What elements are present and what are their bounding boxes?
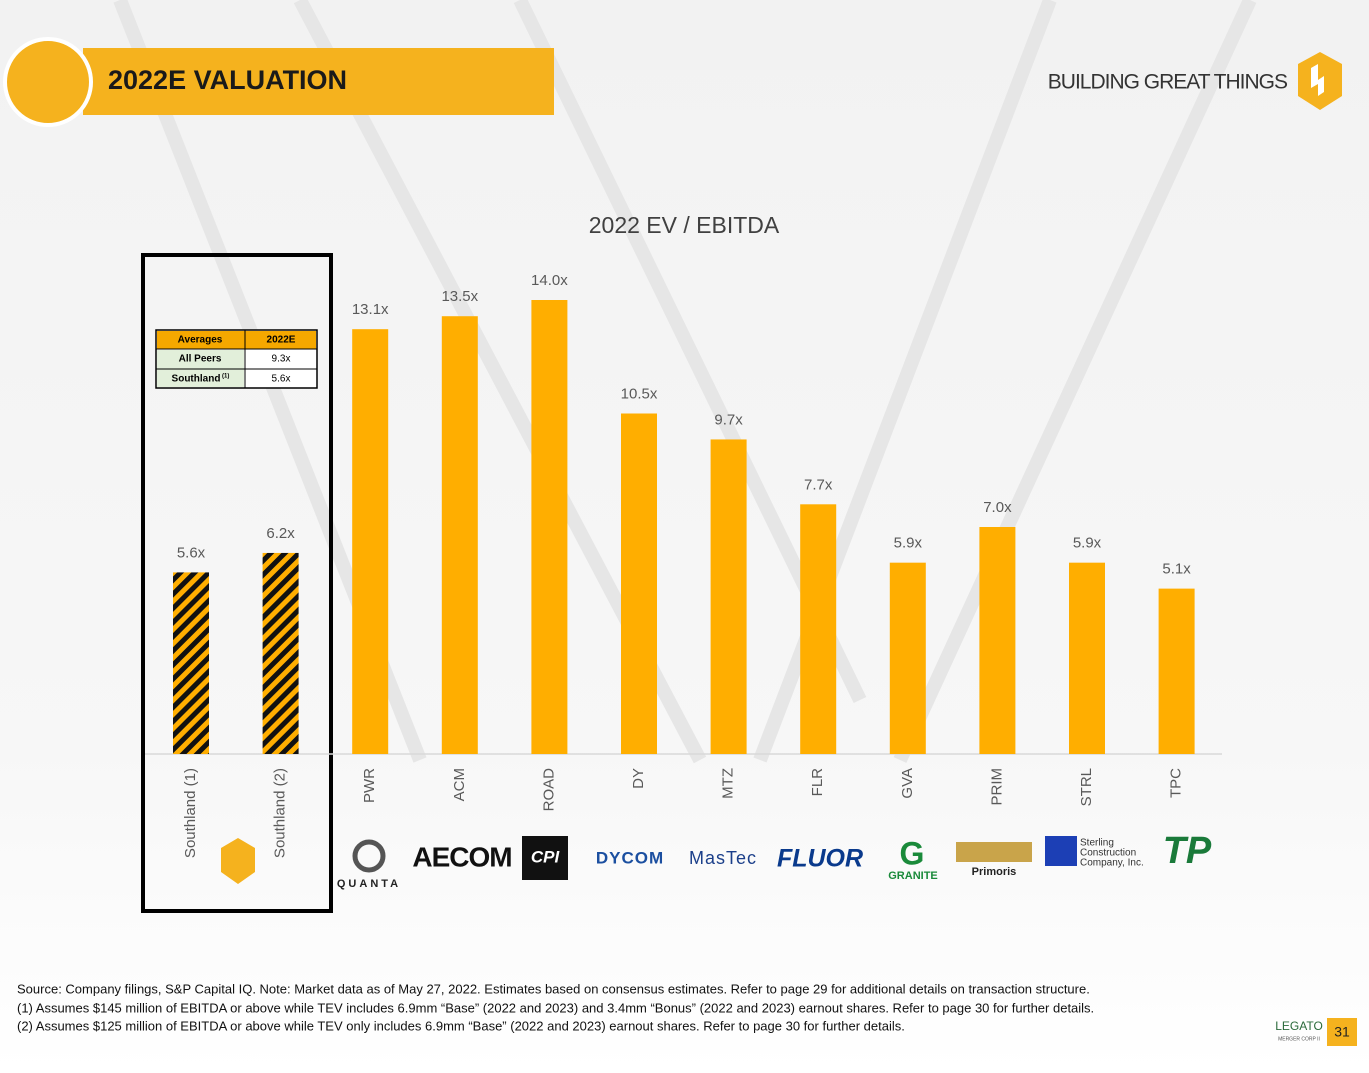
footnote: (1) Assumes $145 million of EBITDA or ab… xyxy=(17,1000,1094,1015)
bar xyxy=(352,329,388,754)
bar xyxy=(531,300,567,754)
value-label: 5.9x xyxy=(1073,535,1102,552)
value-label: 9.7x xyxy=(714,411,743,428)
logo-text: QUANTA xyxy=(337,878,401,890)
logo-text: FLUOR xyxy=(777,845,863,873)
bar xyxy=(1069,563,1105,754)
value-label: 5.6x xyxy=(177,544,206,561)
footnote: Source: Company filings, S&P Capital IQ.… xyxy=(17,981,1090,996)
bar xyxy=(621,414,657,755)
table-row-label: Southland xyxy=(172,374,221,385)
category-label: FLR xyxy=(809,768,826,797)
averages-table: Averages 2022E All Peers 9.3x Southland … xyxy=(156,330,317,388)
logo-text: Company, Inc. xyxy=(1080,858,1144,869)
category-label: PWR xyxy=(361,768,378,803)
table-cell: 9.3x xyxy=(272,354,291,365)
category-label: TPC xyxy=(1168,768,1185,798)
bar xyxy=(263,553,299,754)
logo-text: Primoris xyxy=(972,866,1017,878)
table-header: 2022E xyxy=(267,335,296,346)
page-number: 31 xyxy=(1334,1024,1350,1040)
footer-brand-sub: MERGER CORP II xyxy=(1278,1036,1320,1042)
bar xyxy=(711,439,747,754)
table-superscript: (1) xyxy=(222,374,229,380)
footnote: (2) Assumes $125 million of EBITDA or ab… xyxy=(17,1018,905,1033)
logo-text: TP xyxy=(1163,830,1212,872)
category-label: ROAD xyxy=(540,768,557,812)
value-label: 5.9x xyxy=(894,535,923,552)
slide-title: 2022E VALUATION xyxy=(108,65,347,95)
bar xyxy=(890,563,926,754)
bar xyxy=(1159,589,1195,754)
logo-text: GRANITE xyxy=(888,870,938,882)
logo-text: DYCOM xyxy=(596,848,664,867)
bar xyxy=(979,527,1015,754)
slide: 2022E VALUATION BUILDING GREAT THINGS 20… xyxy=(0,0,1369,1073)
logo-text: AECOM xyxy=(412,841,511,872)
logo-mark: G xyxy=(900,835,925,871)
bar xyxy=(442,316,478,754)
value-label: 6.2x xyxy=(266,525,295,542)
bar xyxy=(173,572,209,754)
value-label: 13.5x xyxy=(441,288,478,305)
category-label: ACM xyxy=(451,768,468,801)
bar xyxy=(800,504,836,754)
category-label: Southland (2) xyxy=(272,768,289,858)
table-header: Averages xyxy=(178,335,223,346)
primoris-mark xyxy=(956,842,1032,862)
value-label: 13.1x xyxy=(352,301,389,318)
header-circle xyxy=(5,39,91,125)
tagline: BUILDING GREAT THINGS xyxy=(1048,71,1288,94)
sterling-mark xyxy=(1045,836,1077,866)
chart-title: 2022 EV / EBITDA xyxy=(589,212,780,238)
category-label: GVA xyxy=(899,768,916,799)
logo-text: MasTec xyxy=(689,848,757,868)
table-cell: 5.6x xyxy=(272,374,291,385)
value-label: 14.0x xyxy=(531,272,568,289)
category-label: DY xyxy=(630,768,647,789)
category-label: PRIM xyxy=(988,768,1005,806)
value-label: 5.1x xyxy=(1162,561,1191,578)
footer-brand: LEGATO xyxy=(1275,1019,1323,1033)
value-label: 7.0x xyxy=(983,499,1012,516)
value-label: 10.5x xyxy=(621,385,658,402)
value-label: 7.7x xyxy=(804,476,833,493)
category-label: Southland (1) xyxy=(182,768,199,858)
logo-text: CPI xyxy=(531,847,561,866)
category-label: MTZ xyxy=(720,768,737,799)
table-row-label: All Peers xyxy=(179,354,222,365)
category-label: STRL xyxy=(1078,768,1095,806)
